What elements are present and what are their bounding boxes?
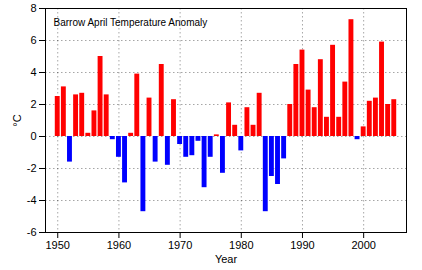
svg-text:4: 4 [30, 66, 36, 78]
svg-text:Barrow April Temperature Anoma: Barrow April Temperature Anomaly [54, 17, 208, 28]
svg-text:-6: -6 [27, 226, 37, 238]
svg-text:1960: 1960 [107, 239, 131, 251]
svg-text:2: 2 [30, 98, 36, 110]
svg-text:8: 8 [30, 2, 36, 14]
svg-text:-4: -4 [27, 194, 37, 206]
svg-text:°C: °C [11, 114, 23, 126]
svg-text:Year: Year [215, 253, 238, 265]
svg-text:1970: 1970 [168, 239, 192, 251]
svg-text:1980: 1980 [229, 239, 253, 251]
svg-text:2000: 2000 [351, 239, 375, 251]
svg-text:0: 0 [30, 130, 36, 142]
svg-text:6: 6 [30, 34, 36, 46]
svg-text:-2: -2 [27, 162, 37, 174]
svg-text:1990: 1990 [290, 239, 314, 251]
svg-text:1950: 1950 [45, 239, 69, 251]
